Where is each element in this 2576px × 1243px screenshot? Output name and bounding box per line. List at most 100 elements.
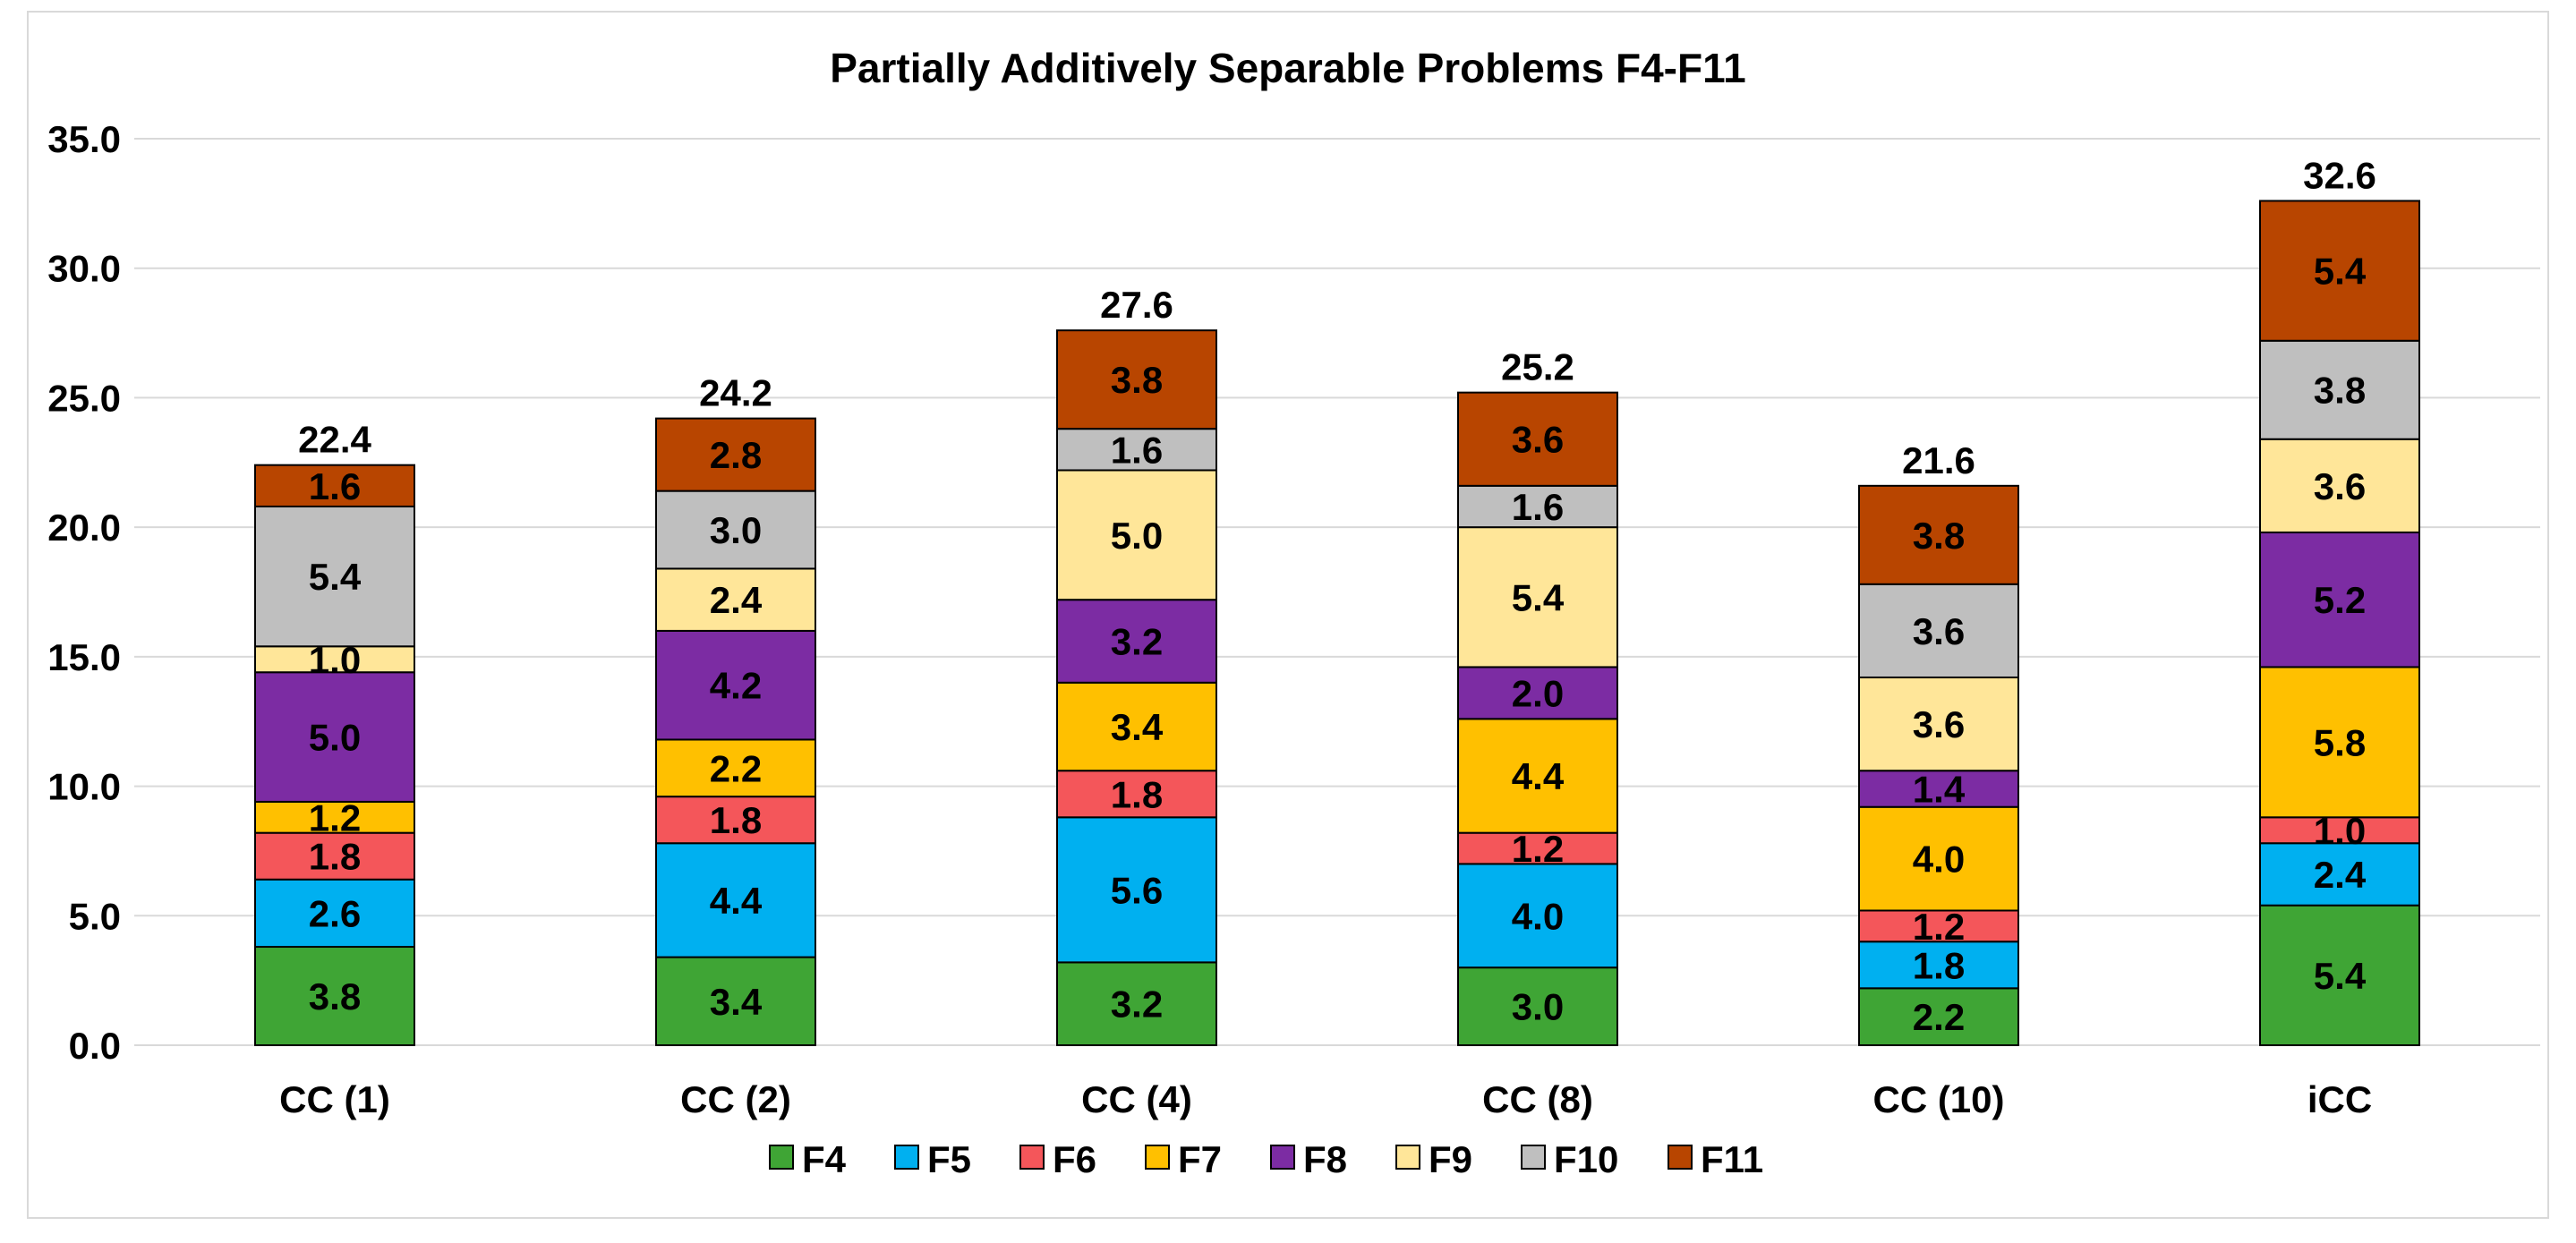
chart-frame [27,11,2549,1219]
data-label: 4.0 [1913,839,1965,881]
bar-segment-f5 [254,878,415,949]
bar-segment-f4 [2259,904,2420,1046]
bar-stack: 3.82.61.81.25.01.05.41.622.4 [254,419,415,1046]
data-label: 3.2 [1111,983,1163,1026]
legend-swatch [894,1145,919,1170]
data-label: 5.8 [2314,721,2366,763]
bar-segment-f4 [254,946,415,1046]
bar-stack: 5.42.41.05.85.23.63.85.432.6 [2259,154,2420,1046]
bar-segment-f11 [1457,391,1618,487]
bar-stack: 3.0 4.0 1.2 4.4 2.0 5.4 1.6 3.6 25.2 [1457,346,1618,1046]
legend-swatch [1521,1145,1546,1170]
bar-segment-f6 [1858,909,2019,943]
legend-item-f10: F10 [1521,1138,1618,1180]
chart-title: Partially Additively Separable Problems … [830,45,1745,91]
data-label: 5.0 [1111,515,1163,557]
bar-segment-f9 [2259,438,2420,533]
bar-segment-f8 [1858,770,2019,808]
x-tick-label: CC (2) [680,1078,791,1120]
data-label: 1.8 [1913,944,1965,986]
data-label: 5.4 [1512,576,1565,618]
data-label: 5.0 [309,717,361,759]
bar-stacks: 3.82.61.81.25.01.05.41.622.43.44.41.82.2… [254,154,2420,1046]
legend-label: F8 [1303,1138,1347,1180]
total-label: 21.6 [1902,439,1975,481]
total-label: 32.6 [2303,154,2376,196]
legend-item-f8: F8 [1270,1138,1347,1180]
legend-swatch [769,1145,794,1170]
data-label: 2.0 [1512,672,1564,714]
bar-segment-f5 [1457,863,1618,969]
y-tick-label: 0.0 [69,1025,121,1067]
legend-item-f6: F6 [1019,1138,1096,1180]
data-label: 2.4 [710,579,763,621]
data-label: 1.6 [1111,429,1163,471]
data-label: 2.4 [2314,854,2367,896]
bar-segment-f6 [655,796,816,845]
data-label: 3.8 [1111,359,1163,401]
bar-segment-f10 [1457,484,1618,529]
legend-label: F9 [1429,1138,1472,1180]
legend-swatch [1019,1145,1045,1170]
bar-segment-f10 [1858,583,2019,679]
total-label: 24.2 [699,372,772,414]
bar-segment-f9 [1056,469,1217,601]
data-label: 1.8 [309,836,361,878]
y-tick-label: 10.0 [47,766,121,808]
bar-segment-f4 [655,956,816,1046]
data-label: 1.6 [1512,486,1564,528]
data-label: 2.8 [710,434,762,476]
bar-segment-f11 [1056,329,1217,430]
bar-segment-f11 [254,464,415,507]
bar-segment-f6 [1056,770,1217,819]
data-label: 3.6 [1512,419,1564,461]
data-label: 5.4 [2314,251,2367,293]
total-label: 22.4 [298,419,371,461]
data-label: 1.2 [309,796,361,839]
y-tick-label: 30.0 [47,248,121,290]
bar-segment-f11 [655,417,816,492]
bar-segment-f10 [655,490,816,570]
legend-label: F4 [802,1138,847,1180]
y-tick-label: 20.0 [47,507,121,549]
bar-segment-f9 [1457,526,1618,668]
bar-segment-f4 [1858,987,2019,1046]
legend-item-f4: F4 [769,1138,847,1180]
legend-item-f9: F9 [1395,1138,1472,1180]
data-label: 4.0 [1512,895,1564,937]
x-tick-label: CC (8) [1482,1078,1593,1120]
data-label: 5.4 [2314,955,2367,997]
bar-segment-f5 [655,842,816,958]
legend-label: F11 [1701,1138,1763,1180]
bar-segment-f5 [1056,816,1217,964]
legend-swatch [1668,1145,1693,1170]
data-label: 2.6 [309,892,361,934]
data-label: 1.6 [309,465,361,507]
bar-segment-f9 [655,567,816,632]
data-label: 1.8 [710,799,762,841]
legend-item-f7: F7 [1145,1138,1222,1180]
data-label: 5.6 [1111,869,1163,911]
legend-swatch [1145,1145,1170,1170]
legend-label: F5 [927,1138,971,1180]
bar-stack: 3.2 5.6 1.8 3.4 3.2 5.0 1.6 3.8 27.6 [1056,284,1217,1046]
data-label: 3.2 [1111,620,1163,662]
legend-item-f11: F11 [1668,1138,1763,1180]
bar-segment-f7 [2259,666,2420,819]
data-label: 2.2 [1913,996,1965,1038]
y-tick-label: 15.0 [47,636,121,678]
data-label: 4.4 [710,880,763,922]
data-label: 5.2 [2314,579,2366,621]
bar-segment-f9 [1858,677,2019,772]
x-tick-label: CC (1) [279,1078,390,1120]
bar-segment-f7 [1457,718,1618,834]
bar-stack: 3.4 4.4 1.8 2.2 4.2 2.4 3.0 2.8 24.2 [655,372,816,1046]
legend-swatch [1395,1145,1420,1170]
legend-label: F6 [1053,1138,1096,1180]
gridlines [134,138,2540,1046]
x-axis-tick-labels: CC (1) CC (2) CC (4) CC (8) CC (10) iCC [279,1078,2372,1120]
bar-segment-f5 [1858,941,2019,990]
data-label: 3.6 [1913,610,1965,652]
legend-label: F10 [1554,1138,1618,1180]
data-label: 3.0 [1512,986,1564,1028]
